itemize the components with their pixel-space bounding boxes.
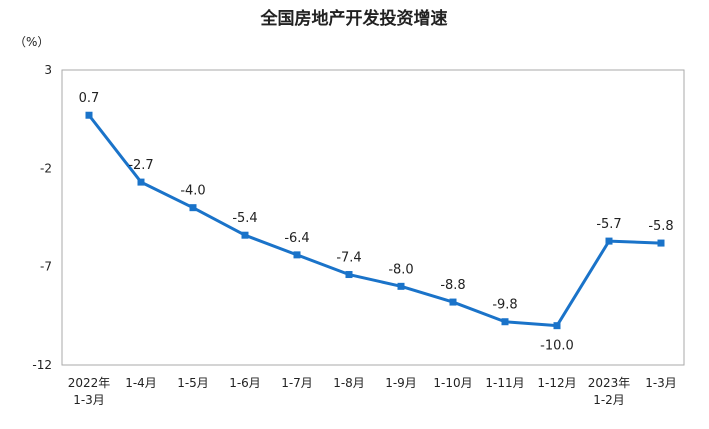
series-line [87,114,662,328]
data-label: -5.8 [648,219,673,234]
data-point [241,231,249,239]
data-label: -6.4 [284,231,309,246]
data-points [85,111,665,330]
data-label: -10.0 [540,339,574,354]
data-label: -2.7 [128,158,153,173]
y-tick-label: 3 [44,63,52,77]
x-tick-label: 1-3月 [73,393,105,407]
data-point [137,178,145,186]
x-tick-label: 1-9月 [385,376,417,390]
data-label: -5.7 [596,217,621,232]
y-tick-label: -7 [40,260,52,274]
data-label: -5.4 [232,211,257,226]
x-tick-label: 1-10月 [433,376,472,390]
x-tick-label: 1-8月 [333,376,365,390]
data-point [657,239,665,247]
data-label: -4.0 [180,184,205,199]
x-tick-label: 1-5月 [177,376,209,390]
chart-title: 全国房地产开发投资增速 [260,8,448,29]
y-axis-unit: （%） [14,35,49,49]
data-point [605,237,613,245]
data-labels: 0.7 -2.7 -4.0 -5.4 -6.4 -7.4 -8.0 -8.8 -9.8 -10.0… [79,91,674,353]
x-tick-label: 1-3月 [645,376,677,390]
data-point [189,204,197,212]
data-point [85,111,93,119]
x-tick-label: 1-12月 [537,376,576,390]
y-tick-label: -2 [40,161,52,175]
x-tick-label: 1-4月 [125,376,157,390]
x-tick-label: 1-7月 [281,376,313,390]
x-tick-label: 1-6月 [229,376,261,390]
data-point [293,251,301,259]
data-label: 0.7 [79,91,100,106]
data-label: -7.4 [336,251,361,266]
x-axis-ticks: 2022年 1-3月 1-4月 1-5月 1-6月 1-7月 1-8月 1-9月 1-10月 1-… [68,376,677,407]
data-label: -9.8 [492,298,517,313]
plot-frame [61,69,685,366]
data-point [397,282,405,290]
data-point [345,271,353,279]
x-tick-label: 1-11月 [485,376,524,390]
x-tick-label: 2023年 [588,376,631,390]
x-tick-label: 1-2月 [593,393,625,407]
y-axis-ticks: 3 -2 -7 -12 [32,63,52,372]
data-point [501,318,509,326]
y-tick-label: -12 [32,358,52,372]
data-label: -8.0 [388,262,413,277]
data-point [449,298,457,306]
x-tick-label: 2022年 [68,376,111,390]
data-label: -8.8 [440,278,465,293]
data-point [553,322,561,330]
